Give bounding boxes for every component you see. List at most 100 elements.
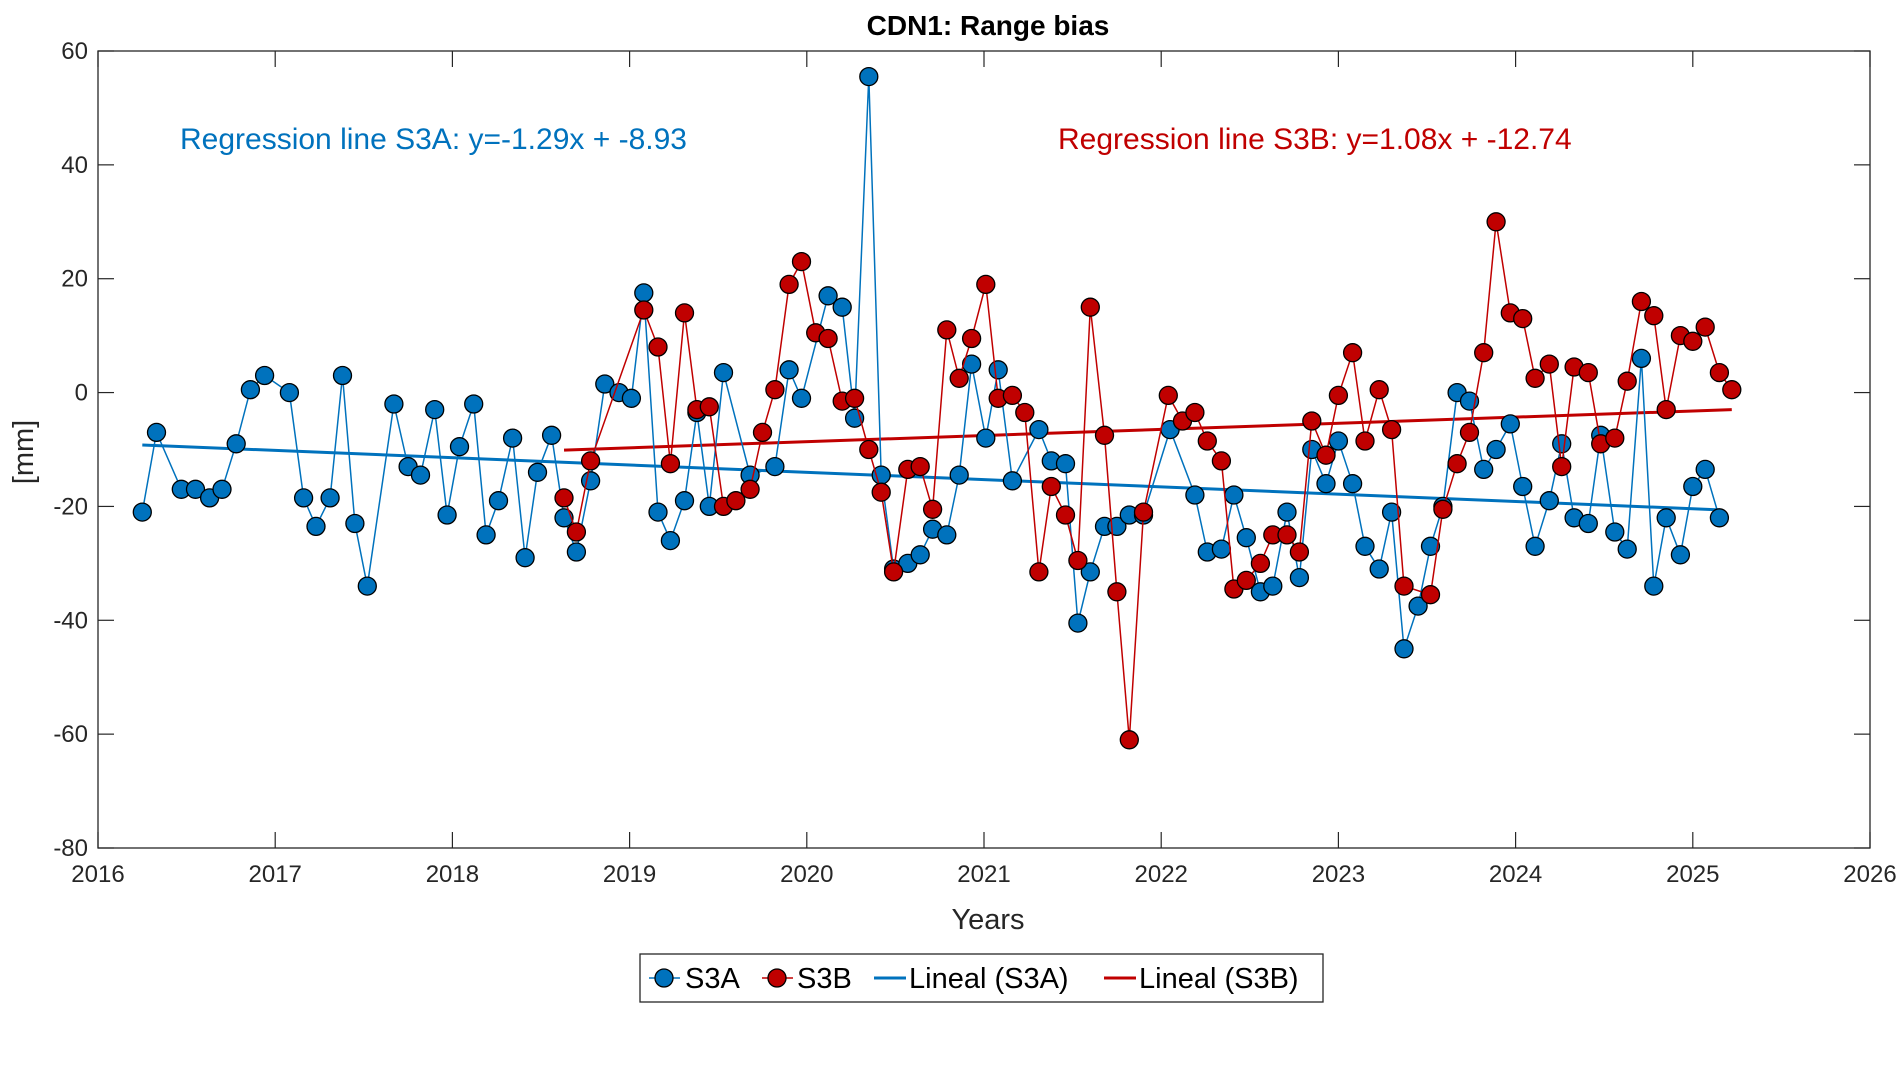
s3a-point [1055, 454, 1076, 474]
s3a-point [634, 283, 654, 303]
s3a-point [1552, 434, 1572, 454]
s3b-point [648, 337, 668, 357]
s3a-point [254, 365, 275, 386]
s3b-point [1447, 454, 1467, 474]
s3a-point [961, 354, 982, 374]
s3b-point [634, 300, 654, 320]
s3a-point [345, 513, 365, 534]
s3a-point [1683, 476, 1703, 497]
s3a-point [1539, 491, 1559, 511]
s3a-point [1316, 474, 1336, 494]
s3a-point [1080, 562, 1100, 582]
s3a-point [713, 362, 734, 383]
annotation-s3a: Regression line S3A: y=-1.29x + -8.93 [180, 123, 687, 156]
s3a-point [1328, 431, 1349, 451]
y-tick-label: 60 [61, 38, 88, 65]
s3b-point [1656, 399, 1676, 420]
s3b-point [910, 456, 930, 477]
s3a-point [1513, 476, 1533, 497]
y-tick-label: 0 [75, 380, 88, 407]
s3b-point [765, 380, 785, 400]
s3b-point [1328, 385, 1349, 406]
s3b-point [949, 368, 969, 388]
x-tick-label: 2021 [957, 861, 1010, 888]
s3a-point [476, 525, 496, 545]
s3a-point [226, 434, 246, 454]
s3b-point [1094, 425, 1115, 445]
s3a-point [1695, 459, 1715, 480]
s3a-point [1408, 596, 1428, 616]
s3a-point [1224, 485, 1244, 505]
s3a-point [185, 479, 206, 499]
s3a-point [1709, 508, 1730, 528]
y-tick-label: 20 [61, 266, 88, 293]
s3b-point [1420, 585, 1441, 605]
s3a-point [1525, 536, 1545, 556]
regression-line-s3b [563, 408, 1732, 452]
s3b-point [1369, 380, 1389, 400]
s3b-point [660, 454, 681, 474]
s3b-point [1381, 419, 1402, 440]
y-axis: 60 40 20 0 -20 -40 -60 -80 [53, 38, 1870, 862]
s3b-point [1133, 502, 1154, 522]
y-tick-label: -80 [53, 835, 88, 862]
s3a-point [976, 428, 996, 448]
x-tick-label: 2017 [249, 861, 302, 888]
s3a-point [1631, 348, 1652, 369]
s3a-point [320, 488, 340, 508]
s3b-point [791, 251, 812, 272]
s3b-point [1486, 212, 1506, 232]
s3a-point [791, 388, 812, 408]
s3b-point [976, 274, 996, 295]
s3b-point [1355, 431, 1375, 451]
s3a-point [464, 394, 484, 414]
s3a-point [1029, 419, 1049, 440]
s3b-point [1289, 542, 1310, 562]
s3a-point [279, 382, 300, 403]
s3b-point [1277, 525, 1297, 545]
s3a-point [332, 365, 353, 386]
s3b-point [1236, 570, 1256, 591]
y-tick-label: -60 [53, 721, 88, 748]
s3b-point [1605, 428, 1625, 448]
s3a-point [1605, 522, 1625, 542]
s3a-point [1342, 474, 1363, 494]
x-tick-label: 2016 [71, 861, 124, 888]
legend-s3a-label: S3A [685, 963, 740, 995]
s3b-point [871, 482, 891, 502]
s3a-point [384, 394, 404, 414]
s3b-point [1513, 308, 1533, 329]
s3a-point [1474, 459, 1494, 480]
s3b-point [1342, 343, 1363, 363]
s3b-point [1002, 385, 1023, 406]
x-tick-label: 2024 [1489, 861, 1542, 888]
s3a-point [357, 576, 377, 596]
s3a-point [527, 462, 548, 482]
s3b-point [752, 422, 773, 443]
x-tick-label: 2025 [1666, 861, 1719, 888]
annotation-s3b: Regression line S3B: y=1.08x + -12.74 [1058, 123, 1572, 156]
s3b-point [1631, 291, 1652, 312]
s3b-point [1080, 297, 1100, 317]
s3a-point [1394, 639, 1414, 659]
s3b-point [1722, 380, 1742, 400]
y-tick-label: 40 [61, 152, 88, 179]
s3b-point [1015, 402, 1035, 423]
s3b-point [1316, 445, 1336, 465]
s3b-point [1474, 343, 1494, 363]
s3b-point [566, 522, 587, 542]
x-axis: 2016 2017 2018 2019 2020 2021 2022 2023 2024 2025… [71, 51, 1897, 888]
s3b-point [1683, 331, 1703, 351]
s3b-point [961, 328, 982, 349]
s3b-point [1041, 476, 1061, 497]
s3a-point [1369, 559, 1389, 579]
s3a-point [988, 360, 1008, 380]
s3b-point [1068, 550, 1088, 571]
s3b-point [1107, 582, 1127, 602]
s3a-point [1068, 613, 1088, 633]
x-tick-label: 2019 [603, 861, 656, 888]
s3a-point [515, 548, 535, 568]
s3a-point [818, 286, 838, 306]
s3a-point [488, 491, 509, 511]
